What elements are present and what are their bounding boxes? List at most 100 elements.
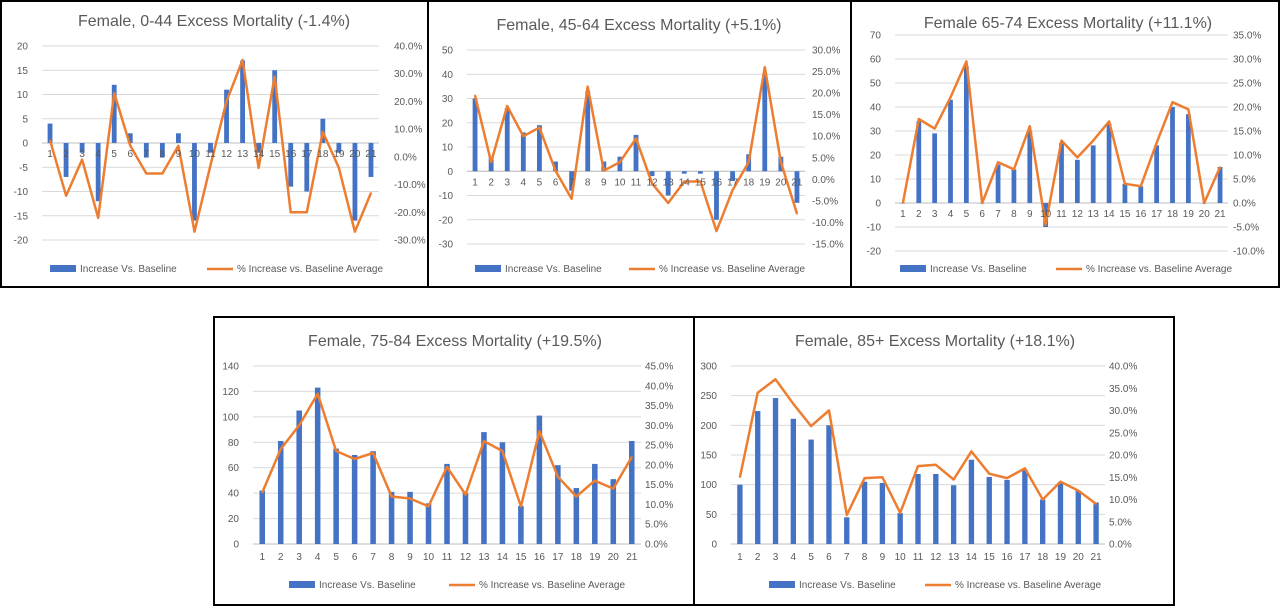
category-label: 11	[442, 552, 453, 563]
category-label: 1	[47, 149, 53, 160]
line-point	[935, 463, 937, 466]
line-point	[774, 378, 777, 381]
chart-title: Female, 0-44 Excess Mortality (-1.4%)	[78, 13, 350, 30]
bar	[995, 164, 1001, 203]
right-tick-label: 40.0%	[1109, 362, 1137, 373]
right-tick-label: 15.0%	[645, 480, 673, 491]
bar	[111, 84, 117, 143]
right-tick-label: 15.0%	[1109, 473, 1137, 484]
legend-bar-label: Increase Vs. Baseline	[80, 264, 177, 275]
category-label: 18	[1167, 209, 1179, 220]
bar	[1027, 131, 1033, 203]
category-label: 9	[880, 552, 886, 563]
bar	[1022, 469, 1028, 544]
right-tick-label: 25.0%	[1233, 79, 1261, 90]
bar	[826, 425, 832, 544]
category-label: 7	[569, 177, 575, 188]
right-tick-label: 35.0%	[1233, 31, 1261, 42]
category-label: 16	[534, 552, 546, 563]
bar	[915, 473, 921, 544]
right-tick-label: 5.0%	[812, 153, 835, 164]
left-tick-label: 80	[228, 438, 240, 449]
chart-panel-75-84: Female, 75-84 Excess Mortality (+19.5%) 1…	[213, 316, 695, 606]
category-label: 18	[743, 177, 755, 188]
line-point	[1155, 142, 1158, 144]
bar	[259, 490, 266, 544]
left-tick-label: 30	[870, 127, 882, 138]
category-label: 1	[259, 552, 265, 563]
left-tick-label: -10	[867, 223, 882, 234]
bar	[333, 448, 339, 544]
right-tick-label: 0.0%	[1109, 540, 1132, 551]
bar	[518, 505, 524, 544]
bar	[472, 98, 478, 172]
line-point	[763, 66, 766, 69]
bar	[208, 143, 213, 153]
line-point	[1187, 108, 1190, 111]
category-label: 5	[537, 177, 543, 188]
chart-panel-65-74: Female 65-74 Excess Mortality (+11.1%) 70…	[850, 0, 1280, 288]
bar	[47, 123, 53, 143]
category-label: 1	[900, 209, 906, 220]
category-label: 10	[895, 552, 907, 563]
left-tick-label: 15	[17, 66, 29, 77]
line-point	[261, 491, 264, 494]
category-label: 12	[221, 149, 233, 160]
bar	[790, 418, 797, 544]
category-label: 17	[552, 552, 564, 563]
right-tick-label: 25.0%	[812, 67, 840, 78]
category-label: 20	[775, 177, 787, 188]
category-label: 10	[1040, 209, 1052, 220]
category-label: 7	[370, 552, 376, 563]
left-tick-label: 0	[233, 540, 239, 551]
category-label: 4	[791, 552, 797, 563]
left-tick-label: -10	[439, 191, 454, 202]
line-point	[538, 430, 541, 433]
left-tick-label: 140	[222, 362, 239, 373]
category-label: 13	[478, 552, 490, 563]
category-label: 10	[614, 177, 626, 188]
right-tick-label: 10.0%	[1233, 151, 1261, 162]
line-point	[902, 202, 904, 204]
bar	[933, 473, 939, 544]
right-tick-label: 45.0%	[645, 362, 673, 373]
category-label: 19	[1183, 209, 1195, 220]
bar	[1057, 482, 1064, 544]
right-tick-label: 30.0%	[645, 421, 673, 432]
category-label: 15	[984, 552, 996, 563]
right-tick-label: 5.0%	[1233, 175, 1256, 186]
category-label: 3	[79, 149, 85, 160]
right-tick-label: 20.0%	[645, 460, 673, 471]
line-point	[177, 144, 180, 147]
right-tick-label: 40.0%	[394, 42, 422, 53]
bar	[844, 517, 850, 544]
line-point	[1076, 156, 1079, 159]
bar	[1093, 502, 1099, 544]
category-label: 14	[966, 552, 978, 563]
category-label: 15	[695, 177, 707, 188]
line-point	[683, 180, 686, 183]
right-tick-label: -20.0%	[394, 208, 426, 219]
left-tick-label: 200	[700, 421, 717, 432]
legend-line-label: % Increase vs. Baseline Average	[659, 264, 805, 275]
left-tick-label: 20	[870, 151, 882, 162]
left-tick-label: -5	[19, 163, 28, 174]
line-point	[747, 161, 750, 163]
line-point	[1044, 223, 1047, 226]
chart-title: Female, 75-84 Excess Mortality (+19.5%)	[308, 333, 602, 350]
right-tick-label: 15.0%	[1233, 127, 1261, 138]
category-label: 9	[1027, 209, 1033, 220]
line-point	[65, 194, 67, 197]
category-label: 8	[389, 552, 395, 563]
legend-bar-swatch	[289, 581, 315, 588]
line-point	[1171, 101, 1174, 103]
bar	[772, 398, 779, 544]
right-tick-label: 0.0%	[812, 175, 835, 186]
line-point	[981, 202, 984, 204]
category-label: 13	[948, 552, 960, 563]
bar	[585, 91, 591, 172]
category-label: 6	[979, 209, 985, 220]
category-label: 18	[317, 149, 329, 160]
category-label: 16	[285, 149, 297, 160]
category-label: 13	[1088, 209, 1100, 220]
